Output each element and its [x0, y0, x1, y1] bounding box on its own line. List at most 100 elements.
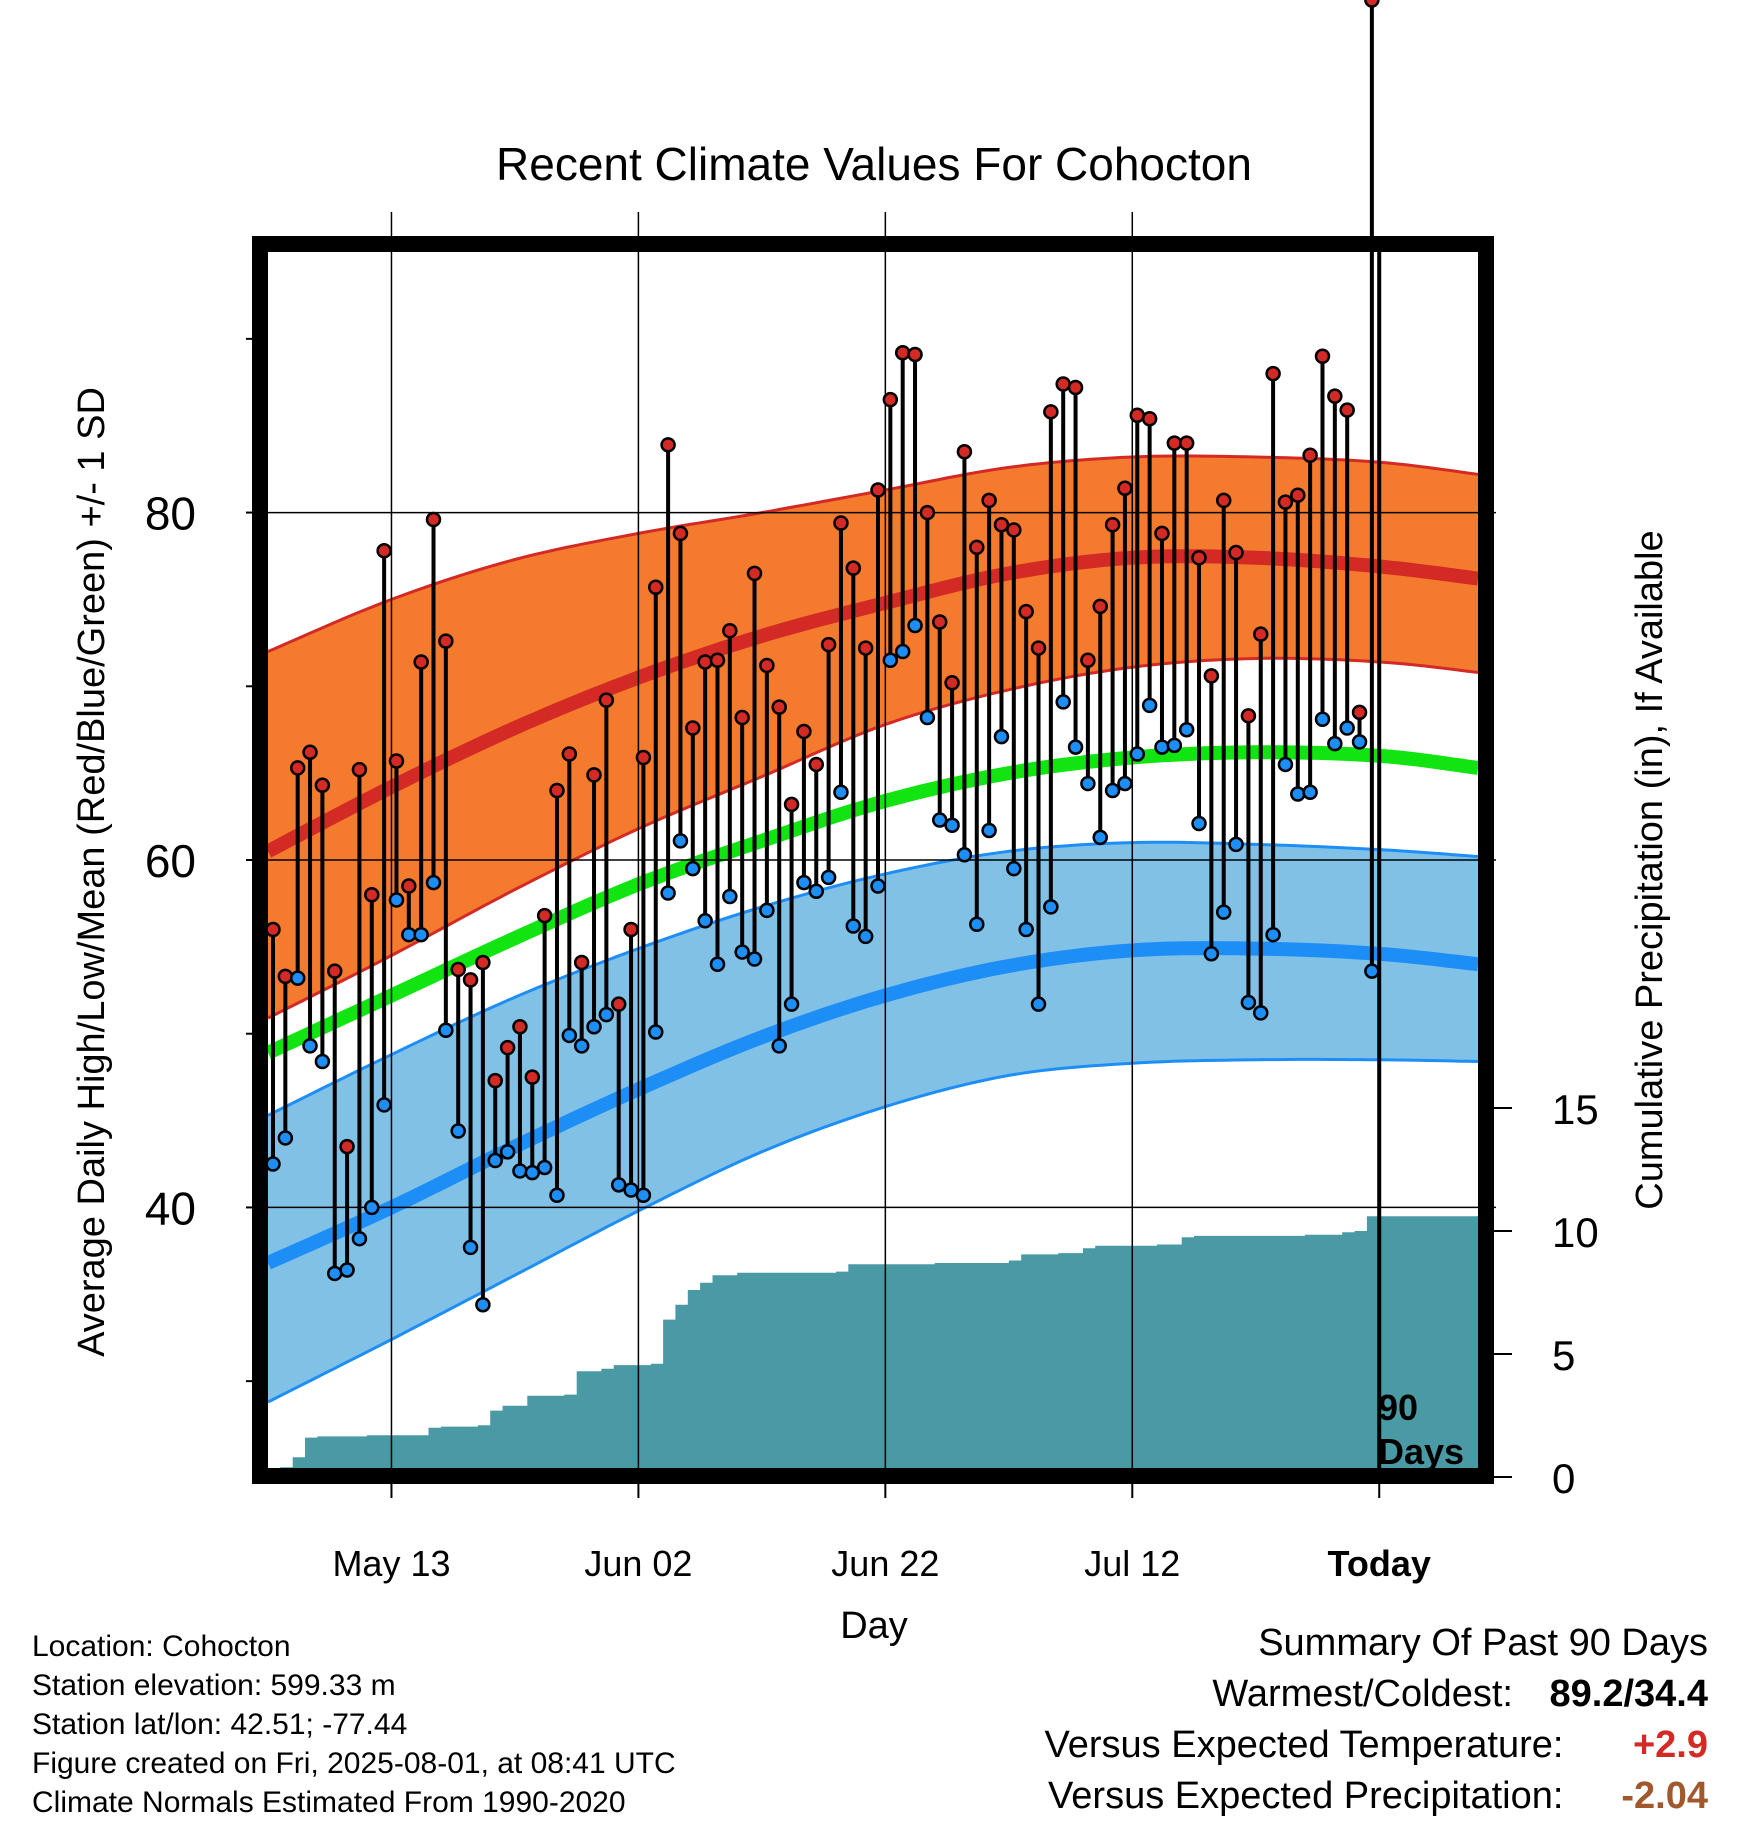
daily-low-point [289, 970, 306, 986]
daily-high-point [709, 652, 726, 668]
daily-low-point [1141, 697, 1158, 714]
summary-warm-cold: Warmest/Coldest: 89.2/34.4 [1212, 1673, 1708, 1716]
y-tick-label: 80 [145, 488, 196, 540]
daily-low-point [1154, 739, 1170, 755]
daily-high-point [573, 954, 590, 971]
daily-low-point [1117, 775, 1133, 792]
x-tick-label: Jun 02 [584, 1543, 692, 1584]
info-created: Figure created on Fri, 2025-08-01, at 08… [32, 1747, 676, 1780]
daily-high-point [586, 767, 602, 783]
daily-high-point [475, 954, 491, 971]
daily-high-point [1327, 388, 1343, 404]
daily-high-point [1314, 348, 1331, 364]
x-axis-label: Day [840, 1605, 908, 1647]
daily-high-point [746, 565, 763, 582]
daily-low-point [1030, 996, 1047, 1012]
daily-high-point [870, 482, 886, 498]
daily-high-point [1302, 447, 1318, 463]
daily-high-point [598, 692, 615, 708]
plot-border [252, 236, 1494, 1484]
info-elevation: Station elevation: 599.33 m [32, 1669, 396, 1702]
daily-high-point [1351, 704, 1368, 721]
daily-high-point [660, 437, 676, 453]
daily-low-point [870, 878, 886, 894]
daily-low-point [499, 1144, 516, 1160]
daily-low-point [759, 902, 775, 919]
y-right-tick-label: 0 [1552, 1455, 1575, 1502]
daily-low-point [1018, 921, 1034, 938]
daily-low-point [993, 728, 1010, 745]
summary-title: Summary Of Past 90 Days [1258, 1622, 1708, 1664]
y-right-tick-label: 5 [1552, 1332, 1575, 1379]
daily-high-point [931, 614, 948, 630]
daily-low-point [944, 817, 960, 834]
daily-low-point [1240, 994, 1257, 1011]
daily-high-point [1006, 522, 1022, 538]
daily-high-point [401, 878, 417, 894]
chart-title: Recent Climate Values For Cohocton [496, 138, 1252, 190]
temp-label: Versus Expected Temperature: [1044, 1724, 1564, 1766]
daily-low-point [672, 833, 689, 849]
daily-high-point [1178, 435, 1195, 451]
daily-low-point [277, 1130, 294, 1146]
daily-high-point [376, 543, 392, 559]
plot-frame [252, 236, 1494, 1484]
daily-low-point [536, 1159, 553, 1176]
info-latlon: Station lat/lon: 42.51; -77.44 [32, 1708, 408, 1741]
daily-high-point [1141, 411, 1158, 427]
daily-high-point [339, 1138, 355, 1155]
warm-cold-value: 89.2/34.4 [1549, 1673, 1708, 1715]
daily-high-point [425, 511, 442, 528]
daily-low-point [919, 709, 936, 726]
warm-cold-label: Warmest/Coldest: [1212, 1673, 1513, 1715]
daily-high-point [1104, 516, 1121, 533]
x-tick-label: Jun 22 [831, 1543, 939, 1584]
precipitation-area-layer [280, 1216, 1478, 1468]
daily-high-point [1092, 598, 1108, 615]
daily-low-point [351, 1230, 368, 1247]
daily-high-point [808, 756, 825, 773]
daily-high-point [1043, 404, 1059, 420]
y-tick-label: 40 [145, 1182, 196, 1234]
daily-low-point [401, 926, 417, 943]
daily-low-point [1055, 694, 1071, 710]
daily-high-point [438, 633, 454, 649]
daily-high-point [1055, 376, 1071, 392]
days-marker-label: 90 Days [1378, 1387, 1464, 1472]
daily-low-point [894, 643, 911, 660]
daily-low-point [1290, 786, 1306, 802]
daily-low-point [623, 1182, 639, 1198]
daily-high-point [512, 1019, 528, 1035]
daily-high-point [845, 560, 862, 576]
daily-low-point [549, 1187, 565, 1204]
daily-low-point [1302, 784, 1318, 801]
daily-high-point [685, 720, 701, 736]
daily-high-point [1067, 379, 1084, 396]
daily-high-point [672, 525, 689, 542]
daily-low-point [302, 1038, 318, 1054]
daily-high-point [1253, 626, 1269, 642]
daily-low-point [573, 1038, 590, 1054]
daily-high-point [857, 640, 874, 656]
daily-low-point [685, 860, 701, 877]
daily-low-point [722, 888, 738, 905]
daily-low-point [388, 892, 405, 908]
y-right-tick-label: 15 [1552, 1086, 1599, 1133]
precipitation-area [280, 1216, 1478, 1468]
x-tick-label: Today [1328, 1543, 1431, 1584]
precip-value: -2.04 [1621, 1775, 1708, 1817]
daily-low-point [1228, 836, 1244, 853]
summary-temp: Versus Expected Temperature: +2.9 [1045, 1724, 1708, 1767]
daily-observations-layer [265, 0, 1382, 1484]
daily-low-point [882, 652, 899, 668]
daily-low-point [1265, 926, 1281, 943]
daily-low-point [660, 885, 676, 901]
daily-high-point [549, 782, 565, 799]
info-location: Location: Cohocton [32, 1630, 291, 1663]
daily-high-point [499, 1039, 516, 1056]
grid-layer [250, 212, 1496, 1484]
axes-layer: May 13 Jun 02 Jun 22 Jul 12 Today 40 60 80 0 5 10 1… [145, 337, 1599, 1584]
daily-high-point [1191, 549, 1207, 566]
daily-high-point [882, 391, 899, 408]
